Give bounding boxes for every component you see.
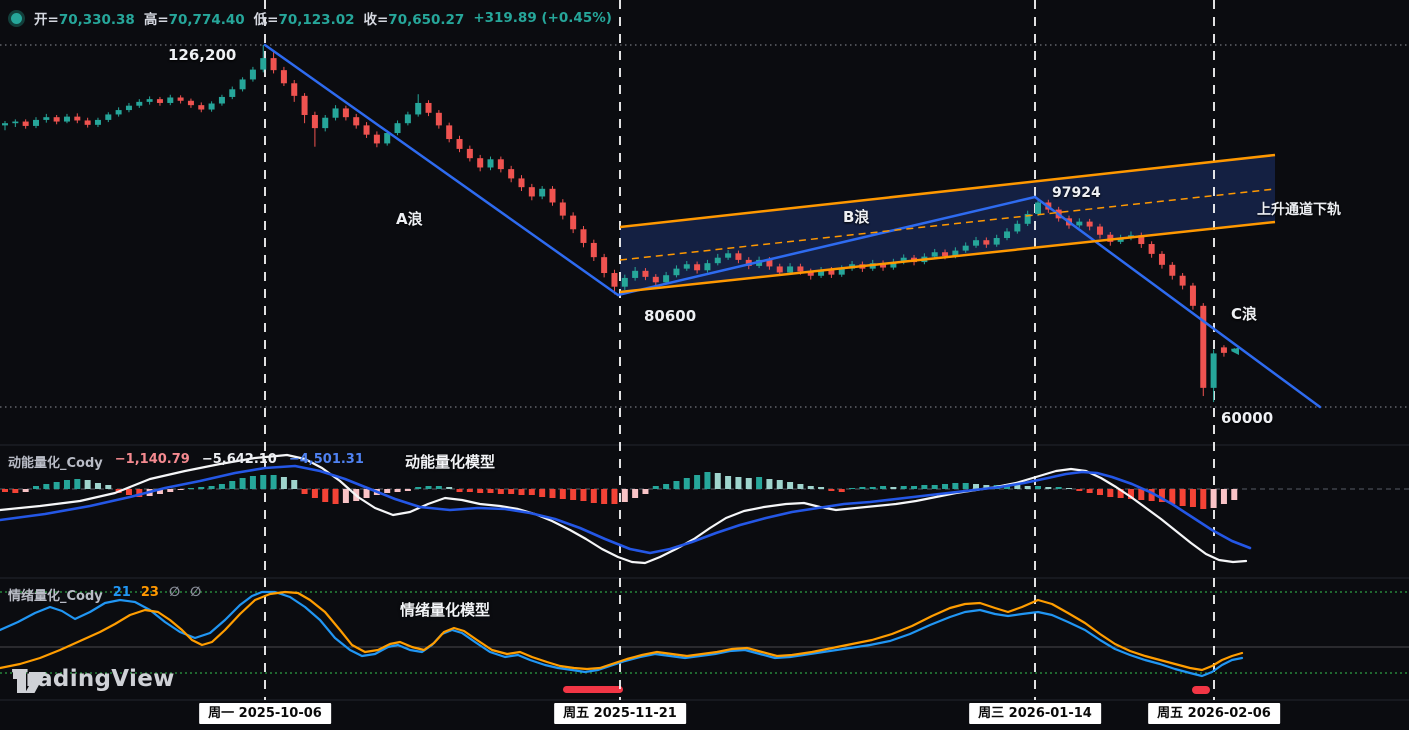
momentum-value-3: −4,501.31: [288, 452, 364, 467]
momentum-slow-line: [0, 464, 1252, 555]
ascending-channel-fill: [620, 155, 1275, 292]
price-legend[interactable]: 开=70,330.38 高=70,774.40 低=70,123.02 收=70…: [8, 8, 612, 28]
sentiment-indicator-name: 情绪量化_Cody: [8, 589, 103, 604]
sentiment-empty-icon-1: ∅: [168, 585, 181, 600]
sentiment-model-title: 情绪量化模型: [400, 601, 491, 619]
sentiment-empty-icon-2: ∅: [190, 585, 202, 600]
open-label: 开=70,330.38: [34, 12, 135, 28]
date-label-2025-11-21: 周五 2025-11-21: [554, 703, 686, 724]
momentum-value-2: −5,642.10: [201, 452, 277, 467]
low-label: 低=70,123.02: [253, 12, 355, 28]
change-label: +319.89 (+0.45%): [473, 10, 612, 26]
channel-lower-rail-label[interactable]: 上升通道下轨: [1257, 202, 1341, 218]
channel-fill: [620, 155, 1275, 292]
b-high-price-label[interactable]: 97924: [1052, 185, 1101, 201]
tradingview-logo-icon: [13, 672, 46, 693]
a-low-price-label[interactable]: 80600: [644, 307, 697, 325]
wave-a-label[interactable]: A浪: [396, 210, 423, 228]
sentiment-orange-line: [0, 590, 1244, 672]
bottom-price-label[interactable]: 60000: [1221, 409, 1274, 427]
elliott-trendlines: [263, 43, 1322, 409]
wave-b-label[interactable]: B浪: [843, 208, 870, 226]
peak-price-label[interactable]: 126,200: [168, 46, 237, 64]
sentiment-value-1: 21: [112, 585, 131, 600]
series-dot-icon: [8, 9, 25, 27]
date-label-2025-10-06: 周一 2025-10-06: [199, 703, 331, 724]
wave-c-label[interactable]: C浪: [1231, 305, 1258, 323]
last-bar-arrow-icon: [1231, 347, 1239, 355]
close-label: 收=70,650.27: [363, 12, 465, 28]
tradingview-logo[interactable]: TradingView: [12, 666, 175, 693]
sentiment-indicator-legend[interactable]: 情绪量化_Cody 21 23 ∅ ∅: [8, 585, 201, 604]
pane-separators: [0, 444, 1409, 701]
ascending-channel-lines: [619, 153, 1276, 294]
date-label-2026-01-14: 周三 2026-01-14: [969, 703, 1101, 724]
momentum-value-1: −1,140.79: [114, 452, 190, 467]
date-label-2026-02-06: 周五 2026-02-06: [1148, 703, 1280, 724]
date-vlines: [264, 0, 1215, 700]
sentiment-value-2: 23: [140, 585, 159, 600]
red-event-markers: [563, 686, 1210, 694]
high-label: 高=70,774.40: [143, 12, 245, 28]
momentum-model-title: 动能量化模型: [405, 453, 496, 471]
momentum-indicator-legend[interactable]: 动能量化_Cody −1,140.79 −5,642.10 −4,501.31: [8, 452, 364, 471]
momentum-indicator-name: 动能量化_Cody: [8, 456, 103, 471]
sentiment-cyan-line: [0, 590, 1244, 678]
